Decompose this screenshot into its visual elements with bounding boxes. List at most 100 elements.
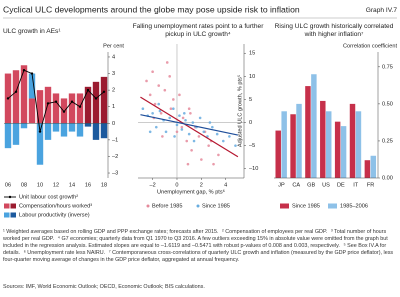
point — [217, 153, 220, 157]
point — [212, 162, 215, 166]
point — [191, 121, 195, 124]
line-dot — [22, 69, 26, 72]
y-tick-label: –3 — [112, 171, 118, 177]
point — [148, 93, 152, 97]
footnote: ³ Total number of hours worked per real … — [3, 229, 387, 242]
bar — [100, 123, 108, 139]
bar — [305, 86, 311, 178]
point — [181, 116, 185, 120]
bar — [355, 111, 362, 178]
bar — [84, 123, 92, 127]
footnote: ⁴ G7 economies; quarterly data from Q1 1… — [3, 236, 388, 249]
point — [159, 112, 163, 115]
footnotes: ¹ Weighted averages based on rolling GDP… — [3, 229, 397, 264]
trend-line — [140, 96, 239, 158]
footnote: ⁶ Unemployment rate less NAIRU. — [23, 250, 106, 256]
point — [168, 116, 171, 120]
x-tick-label: 16 — [85, 182, 91, 188]
bar — [4, 123, 12, 149]
point — [141, 107, 145, 110]
y-unit: Per cent — [103, 43, 124, 49]
graph-id: Graph IV.7 — [366, 7, 398, 14]
line-dot — [6, 97, 10, 100]
point — [207, 144, 210, 147]
bar — [92, 81, 100, 124]
bar — [296, 103, 302, 178]
legend-swatch — [4, 212, 10, 218]
y-tick-label: 5 — [249, 97, 252, 103]
x-tick-label: 12 — [53, 182, 59, 188]
x-tick-label: 06 — [5, 182, 11, 188]
legend-label: Compensation/hours worked³ — [19, 203, 92, 209]
legend-swatch — [328, 203, 337, 209]
x-tick-label: 18 — [101, 182, 107, 188]
line-dot — [86, 88, 90, 92]
point — [197, 135, 201, 138]
point — [189, 112, 192, 115]
panel-title: ULC growth in AEs¹ — [3, 28, 61, 35]
y-tick-label: 2 — [112, 88, 115, 94]
y-tick-label: –1 — [112, 137, 118, 143]
line-dot — [62, 110, 66, 113]
bar — [12, 70, 20, 124]
line-dot — [94, 97, 98, 100]
point — [164, 130, 168, 134]
x-tick-label: 2 — [200, 182, 203, 188]
legend-swatch — [10, 212, 16, 218]
bar — [76, 123, 84, 137]
x-tick-label: 4 — [224, 182, 227, 188]
bar — [52, 123, 60, 132]
point — [184, 118, 187, 122]
y-tick-label: –5 — [249, 143, 255, 149]
point — [228, 135, 231, 138]
legend-dot — [196, 204, 200, 208]
point — [186, 162, 190, 166]
legend-label: Before 1985 — [152, 203, 182, 209]
legend-label: Since 1985 — [292, 203, 320, 209]
x-tick-label: GB — [307, 182, 315, 188]
point — [153, 102, 157, 106]
point — [151, 70, 154, 74]
x-tick-label: FR — [367, 182, 374, 188]
bar — [100, 76, 108, 124]
y-tick-label: 1 — [112, 104, 115, 110]
point — [202, 130, 206, 134]
legend-swatch — [10, 203, 16, 209]
legend-dot — [8, 195, 12, 199]
bar — [326, 111, 332, 178]
footnote: ² Compensation of employees per real GDP… — [221, 229, 328, 235]
y-tick-label: 0.50 — [382, 101, 393, 107]
x-tick-label: CA — [292, 182, 300, 188]
bar — [52, 93, 60, 124]
point — [165, 61, 169, 64]
y-tick-label: 10 — [249, 74, 255, 80]
point — [215, 132, 219, 136]
point — [172, 107, 175, 110]
y-axis-label: Adjusted ULC growth, % pts⁵ — [236, 75, 243, 147]
point — [173, 135, 176, 138]
point — [185, 139, 189, 143]
line-dot — [78, 105, 82, 108]
panel-title: Rising ULC growth historically correlate… — [274, 23, 394, 38]
y-tick-label: 3 — [112, 71, 115, 77]
y-tick-label: 0.25 — [382, 138, 393, 144]
point — [175, 123, 179, 127]
point — [158, 109, 162, 113]
y-tick-label: –2 — [112, 154, 118, 160]
point — [221, 139, 225, 143]
y-tick-label: 0.00 — [382, 175, 393, 181]
x-tick-label: DE — [337, 182, 345, 188]
bar — [36, 123, 44, 165]
x-tick-label: 0 — [175, 182, 178, 188]
x-tick-label: JP — [278, 182, 285, 188]
point — [182, 112, 186, 115]
bar — [281, 111, 287, 178]
legend-swatch — [280, 203, 289, 209]
bar — [92, 123, 100, 140]
line-dot — [14, 90, 18, 93]
y-unit: Correlation coefficient — [343, 43, 397, 49]
x-tick-label: 10 — [37, 182, 43, 188]
point — [148, 130, 152, 134]
bar — [68, 123, 76, 132]
